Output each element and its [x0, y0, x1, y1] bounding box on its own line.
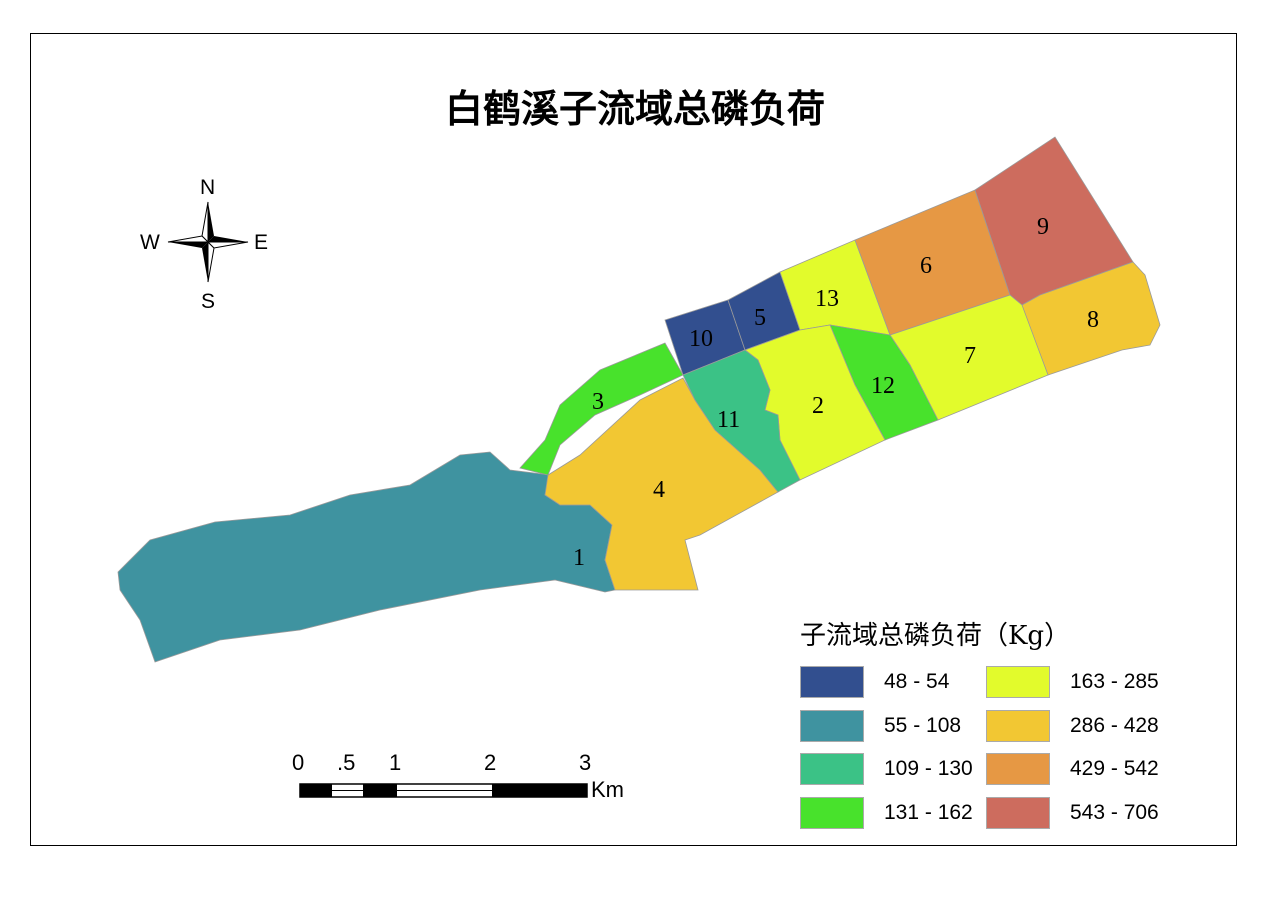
- legend-item: 109 - 130: [800, 752, 973, 786]
- compass-rose-icon: [167, 201, 249, 283]
- subbasin-label-6: 6: [920, 253, 932, 279]
- subbasin-label-7: 7: [964, 343, 976, 369]
- map-title: 白鹤溪子流域总磷负荷: [444, 86, 825, 131]
- legend-item: 48 - 54: [800, 665, 949, 699]
- compass-west-label: W: [140, 231, 160, 254]
- subbasin-label-5: 5: [754, 305, 766, 331]
- legend-swatch: [800, 710, 864, 742]
- legend-swatch: [986, 710, 1050, 742]
- subbasin-1[interactable]: [117, 451, 616, 663]
- subbasin-label-8: 8: [1087, 307, 1099, 333]
- subbasin-label-4: 4: [653, 477, 665, 503]
- legend-label: 55 - 108: [884, 714, 962, 737]
- subbasin-label-2: 2: [812, 393, 824, 419]
- scale-bar: [299, 783, 588, 798]
- compass-east-label: E: [254, 231, 269, 254]
- legend-swatch: [800, 753, 864, 785]
- legend-item: 55 - 108: [800, 709, 961, 743]
- subbasin-label-1: 1: [573, 545, 585, 571]
- legend-swatch: [986, 666, 1050, 698]
- legend-label: 429 - 542: [1070, 757, 1159, 780]
- legend-title: 子流域总磷负荷（Kg）: [800, 621, 1071, 651]
- legend-label: 109 - 130: [884, 757, 973, 780]
- legend-label: 131 - 162: [884, 801, 973, 824]
- legend-item: 286 - 428: [986, 709, 1159, 743]
- legend-label: 543 - 706: [1070, 801, 1159, 824]
- subbasin-label-11: 11: [717, 407, 740, 433]
- scale-tick-1: 1: [389, 750, 402, 775]
- map-frame: [30, 33, 1237, 846]
- subbasin-4[interactable]: [544, 377, 779, 591]
- scale-tick-3: 3: [579, 750, 592, 775]
- legend-swatch: [986, 753, 1050, 785]
- subbasin-11[interactable]: [682, 349, 801, 493]
- subbasin-label-9: 9: [1037, 214, 1049, 240]
- legend-item: 543 - 706: [986, 796, 1159, 830]
- scale-unit: Km: [591, 777, 624, 802]
- legend-item: 429 - 542: [986, 752, 1159, 786]
- scale-tick-2: 2: [484, 750, 497, 775]
- subbasin-label-10: 10: [689, 326, 713, 352]
- subbasin-label-12: 12: [871, 373, 895, 399]
- legend-label: 48 - 54: [884, 670, 950, 693]
- subbasin-label-13: 13: [815, 286, 839, 312]
- legend-item: 131 - 162: [800, 796, 973, 830]
- compass-north-label: N: [200, 176, 216, 199]
- legend-swatch: [986, 797, 1050, 829]
- legend-label: 286 - 428: [1070, 714, 1159, 737]
- legend-label: 163 - 285: [1070, 670, 1159, 693]
- scale-tick-0: 0: [292, 750, 305, 775]
- legend-swatch: [800, 666, 864, 698]
- scale-tick-half: .5: [337, 750, 356, 775]
- subbasin-label-3: 3: [592, 389, 604, 415]
- compass-south-label: S: [201, 290, 216, 313]
- subbasin-8[interactable]: [1021, 261, 1161, 376]
- legend-swatch: [800, 797, 864, 829]
- legend-item: 163 - 285: [986, 665, 1159, 699]
